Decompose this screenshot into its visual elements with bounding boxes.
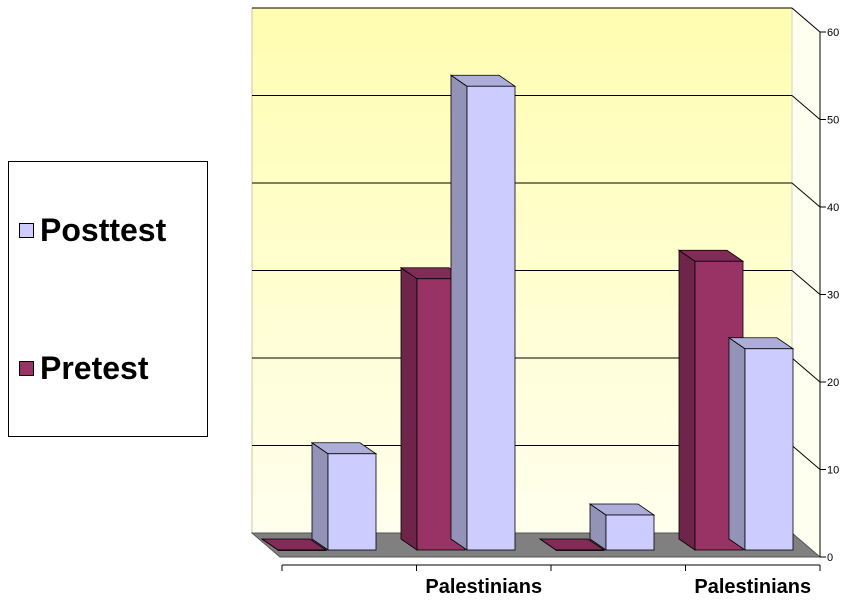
value-axis-tick-label: 10 <box>827 465 839 477</box>
legend: Posttest Pretest <box>8 161 208 437</box>
bar-posttest-3-front <box>744 348 794 551</box>
gridline-side <box>791 7 821 33</box>
bar-posttest-1-side <box>450 74 468 551</box>
bar-posttest-0 <box>310 441 378 551</box>
bar-pretest-3-side <box>678 249 696 551</box>
value-axis: 0 10 20 30 40 50 60 <box>819 27 839 564</box>
value-axis-tick-label: 50 <box>827 115 839 127</box>
legend-item-posttest: Posttest <box>19 214 166 246</box>
bar-posttest-3-side <box>728 336 746 551</box>
bar-posttest-2-front <box>605 514 655 551</box>
gridline-side <box>791 95 821 120</box>
bar-pretest-2-front <box>555 549 605 551</box>
value-axis-tick-label: 60 <box>827 27 839 39</box>
category-label: Palestinians <box>694 576 811 598</box>
bar-posttest-1 <box>449 74 517 551</box>
bar-pretest-0-front <box>277 549 327 551</box>
bar-posttest-3 <box>727 336 795 551</box>
gridline-side <box>791 445 821 470</box>
bar-posttest-1-front <box>466 85 516 551</box>
bar-posttest-0-front <box>327 453 377 551</box>
gridline-side <box>791 182 821 208</box>
legend-swatch-pretest <box>19 360 34 376</box>
value-axis-tick-label: 20 <box>827 377 839 389</box>
legend-label-posttest: Posttest <box>40 212 167 248</box>
category-axis: Palestinians Palestinians <box>281 564 821 598</box>
legend-item-pretest: Pretest <box>19 352 149 384</box>
value-axis-tick-label: 0 <box>827 552 833 564</box>
bar-posttest-2 <box>588 503 656 551</box>
gridline-side <box>791 270 821 295</box>
legend-swatch-posttest <box>19 222 34 238</box>
category-label: Palestinians <box>425 576 542 598</box>
gridline-side <box>791 357 821 383</box>
bars <box>260 74 795 551</box>
bar-posttest-0-side <box>311 441 329 551</box>
legend-label-pretest: Pretest <box>40 350 149 386</box>
value-axis-tick-label: 40 <box>827 202 839 214</box>
bar-pretest-2 <box>538 538 606 551</box>
bar-pretest-1-side <box>400 266 418 551</box>
value-axis-tick-label: 30 <box>827 290 839 302</box>
bar-pretest-0 <box>260 538 328 551</box>
